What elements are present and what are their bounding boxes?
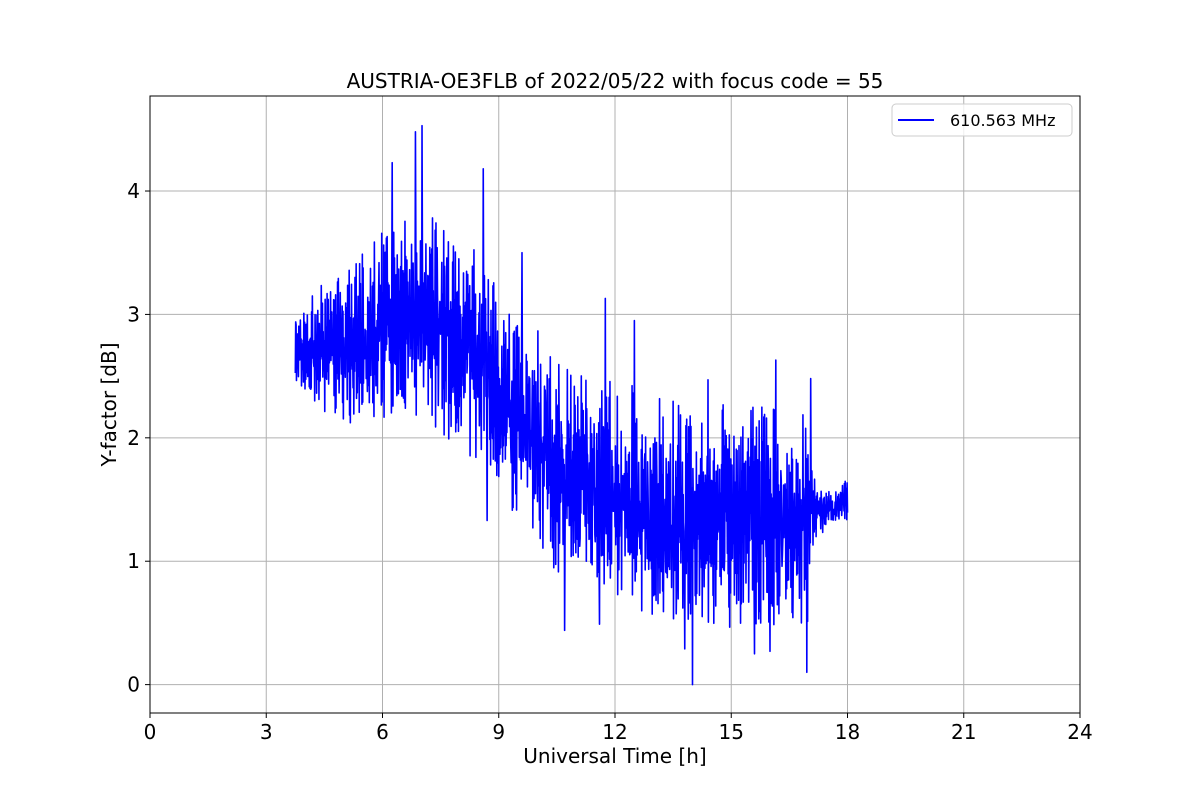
x-tick-label: 6 [376, 720, 389, 744]
y-axis-label: Y-factor [dB] [97, 342, 121, 467]
legend-label: 610.563 MHz [950, 111, 1055, 130]
x-tick-label: 0 [144, 720, 157, 744]
y-tick-label: 1 [127, 549, 140, 573]
grid [149, 96, 1081, 713]
x-tick-label: 3 [260, 720, 273, 744]
legend-frame [891, 103, 1073, 137]
legend: 610.563 MHz [891, 103, 1073, 137]
x-axis: 0 3 6 9 12 15 18 21 24 [144, 713, 1093, 744]
y-tick-label: 3 [127, 302, 140, 326]
x-tick-label: 24 [1067, 720, 1092, 744]
x-tick-label: 21 [951, 720, 976, 744]
x-tick-label: 15 [719, 720, 744, 744]
x-tick-label: 9 [492, 720, 505, 744]
y-axis: 0 1 2 3 4 [127, 179, 150, 697]
y-tick-label: 0 [127, 673, 140, 697]
y-tick-label: 2 [127, 426, 140, 450]
x-tick-label: 18 [835, 720, 860, 744]
x-tick-label: 12 [602, 720, 627, 744]
y-tick-label: 4 [127, 179, 140, 203]
series-line-610-563-mhz [294, 124, 849, 686]
series-layer [294, 124, 849, 686]
chart-title: AUSTRIA-OE3FLB of 2022/05/22 with focus … [347, 69, 884, 93]
x-axis-label: Universal Time [h] [523, 744, 706, 768]
